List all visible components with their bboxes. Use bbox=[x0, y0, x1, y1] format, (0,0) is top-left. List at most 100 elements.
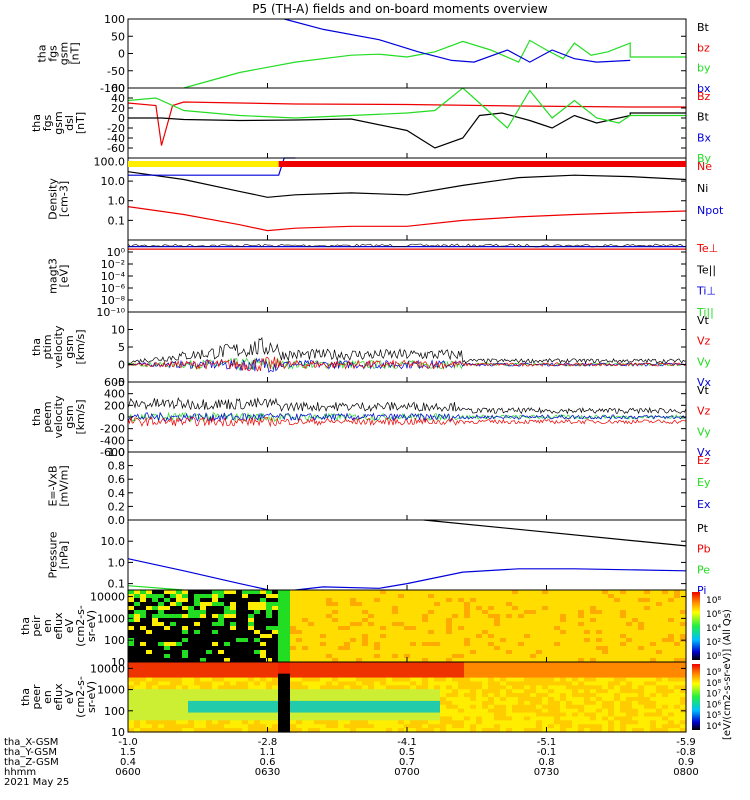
spectrogram-cell bbox=[482, 716, 489, 721]
ephemeris-value: -2.8 bbox=[258, 737, 278, 748]
spectrogram-cell bbox=[476, 626, 483, 631]
spectrogram-cell bbox=[212, 638, 219, 643]
spectrogram-cell bbox=[380, 618, 387, 623]
y-axis-label: sr-eV) bbox=[85, 610, 98, 642]
spectrogram-cell bbox=[446, 634, 453, 639]
spectrogram-cell bbox=[218, 724, 225, 729]
legend-entry: Te⊥ bbox=[696, 242, 718, 255]
spectrogram-cell bbox=[452, 665, 459, 671]
spectrogram-cell bbox=[248, 697, 255, 702]
spectrogram-cell bbox=[200, 646, 207, 651]
spectrogram-cell bbox=[434, 665, 441, 671]
spectrogram-cell bbox=[482, 622, 489, 627]
spectrogram-cell bbox=[284, 685, 291, 690]
spectrogram-cell bbox=[224, 606, 231, 611]
series-line-bt bbox=[128, 112, 686, 149]
spectrogram-cell bbox=[314, 685, 321, 690]
spectrogram-cell bbox=[440, 685, 447, 690]
spectrogram-cell bbox=[200, 728, 207, 733]
spectrogram-cell bbox=[152, 665, 159, 671]
spectrogram-cell bbox=[146, 606, 153, 611]
spectrogram-cell bbox=[440, 618, 447, 623]
spectrogram-cell bbox=[242, 662, 249, 667]
spectrogram-cell bbox=[614, 658, 621, 663]
spectrogram-cell bbox=[542, 646, 549, 651]
spectrogram-cell bbox=[542, 700, 549, 706]
spectrogram-cell bbox=[506, 712, 513, 718]
spectrogram-cell bbox=[392, 618, 399, 623]
spectrogram-cell bbox=[344, 626, 351, 631]
spectrogram-cell bbox=[518, 610, 525, 615]
spectrogram-cell bbox=[296, 662, 303, 667]
spectrogram-cell bbox=[464, 669, 471, 675]
spectrogram-cell bbox=[650, 724, 657, 729]
spectrogram-cell bbox=[386, 594, 393, 599]
spectrogram-cell bbox=[596, 720, 603, 725]
spectrogram-cell bbox=[608, 673, 615, 679]
spectrogram-cell bbox=[614, 720, 621, 725]
spectrogram-cell bbox=[428, 602, 435, 607]
spectrogram-cell bbox=[452, 602, 459, 607]
y-axis-label: [km/s] bbox=[74, 329, 87, 364]
spectrogram-cell bbox=[296, 708, 303, 714]
spectrogram-cell bbox=[212, 685, 219, 690]
spectrogram-cell bbox=[140, 708, 147, 714]
spectrogram-cell bbox=[638, 650, 645, 655]
spectrogram-cell bbox=[674, 716, 681, 721]
spectrogram-cell bbox=[416, 669, 423, 675]
spectrogram-cell bbox=[218, 626, 225, 631]
spectrogram-cell bbox=[626, 677, 633, 683]
spectrogram-cell bbox=[350, 618, 357, 623]
spectrogram-cell bbox=[416, 594, 423, 599]
spectrogram-cell bbox=[482, 712, 489, 718]
spectrogram-cell bbox=[140, 724, 147, 729]
spectrogram-cell bbox=[428, 658, 435, 663]
velocity-noise-blue bbox=[127, 411, 687, 423]
spectrogram-cell bbox=[494, 642, 501, 647]
spectrogram-cell bbox=[296, 618, 303, 623]
spectrogram-cell bbox=[170, 646, 177, 651]
spectrogram-cell bbox=[548, 650, 555, 655]
spectrogram-cell bbox=[464, 606, 471, 611]
spectrogram-cell bbox=[506, 638, 513, 643]
spectrogram-cell bbox=[518, 728, 525, 733]
spectrogram-cell bbox=[320, 646, 327, 651]
spectrogram-cell bbox=[296, 700, 303, 706]
spectrogram-cell bbox=[242, 728, 249, 733]
spectrogram-cell bbox=[272, 622, 279, 627]
spectrogram-cell bbox=[164, 681, 171, 686]
spectrogram-cell bbox=[656, 724, 663, 729]
spectrogram-cell bbox=[476, 646, 483, 651]
spectrogram-cell bbox=[314, 618, 321, 623]
spectrogram-cell bbox=[176, 650, 183, 655]
spectrogram-cell bbox=[476, 618, 483, 623]
spectrogram-cell bbox=[356, 630, 363, 635]
spectrogram-cell bbox=[188, 665, 195, 671]
spectrogram-cell bbox=[170, 634, 177, 639]
spectrogram-cell bbox=[536, 634, 543, 639]
spectrogram-cell bbox=[272, 681, 279, 686]
spectrogram-cell bbox=[266, 677, 273, 683]
legend-entry: Te|| bbox=[696, 263, 716, 276]
spectrogram-cell bbox=[602, 689, 609, 694]
spectrogram-cell bbox=[230, 602, 237, 607]
spectrogram-cell bbox=[548, 638, 555, 643]
spectrogram-cell bbox=[488, 646, 495, 651]
spectrogram-cell bbox=[536, 626, 543, 631]
spectrogram-cell bbox=[626, 614, 633, 619]
spectrogram-cell bbox=[398, 606, 405, 611]
spectrogram-cell bbox=[488, 708, 495, 714]
spectrogram-cell bbox=[218, 673, 225, 679]
spectrogram-cell bbox=[218, 685, 225, 690]
spectrogram-cell bbox=[284, 704, 291, 710]
spectrogram-cell bbox=[536, 685, 543, 690]
spectrogram-cell bbox=[260, 673, 267, 679]
spectrogram-cell bbox=[272, 642, 279, 647]
spectrogram-cell bbox=[248, 594, 255, 599]
spectrogram-cell bbox=[434, 614, 441, 619]
y-tick-label: -50 bbox=[107, 65, 125, 78]
spectrogram-cell bbox=[278, 685, 285, 690]
spectrogram-cell bbox=[230, 638, 237, 643]
spectrogram-cell bbox=[428, 650, 435, 655]
spectrogram-cell bbox=[602, 638, 609, 643]
